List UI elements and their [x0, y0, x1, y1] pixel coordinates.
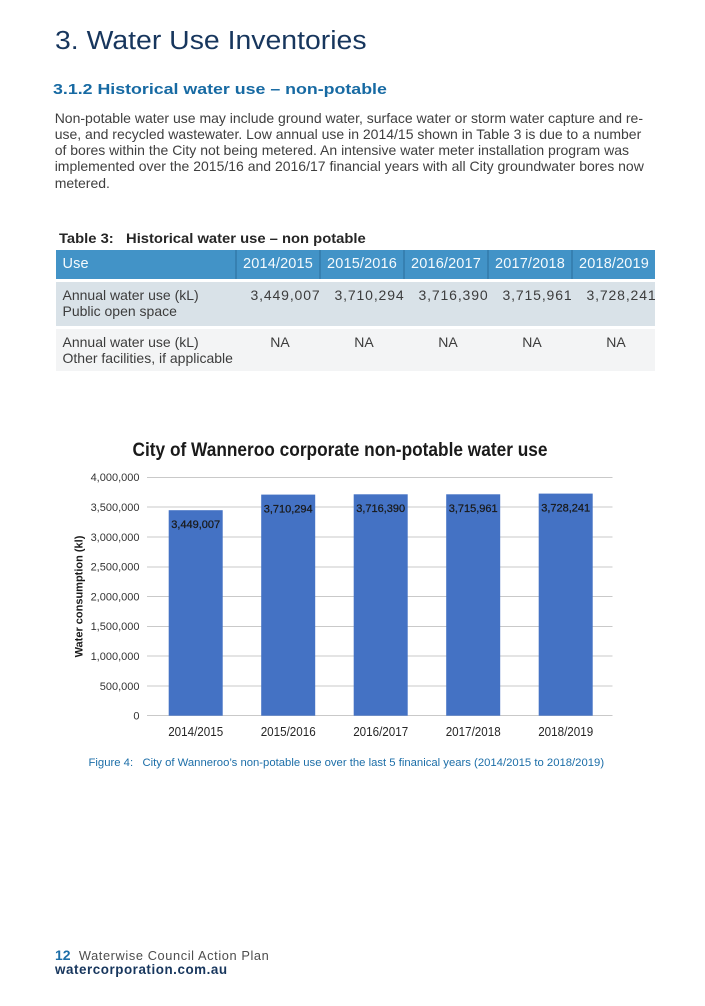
- svg-text:3,710,294: 3,710,294: [264, 503, 313, 515]
- svg-text:2,500,000: 2,500,000: [91, 562, 140, 574]
- svg-text:Water consumption (kl): Water consumption (kl): [74, 535, 86, 657]
- svg-text:3,716,390: 3,716,390: [356, 503, 405, 515]
- svg-text:3,715,961: 3,715,961: [449, 503, 498, 515]
- svg-text:1,000,000: 1,000,000: [91, 651, 140, 663]
- svg-text:4,000,000: 4,000,000: [91, 472, 140, 484]
- svg-text:0: 0: [133, 711, 139, 723]
- svg-text:3,449,007: 3,449,007: [171, 519, 220, 531]
- svg-text:500,000: 500,000: [100, 681, 140, 693]
- svg-text:3,500,000: 3,500,000: [91, 502, 140, 514]
- svg-text:1,500,000: 1,500,000: [91, 621, 140, 633]
- svg-text:2015/2016: 2015/2016: [261, 724, 316, 739]
- svg-text:City of Wanneroo corporate non: City of Wanneroo corporate non-potable w…: [133, 440, 548, 461]
- svg-text:2,000,000: 2,000,000: [91, 591, 140, 603]
- svg-text:2014/2015: 2014/2015: [168, 724, 223, 739]
- svg-text:2018/2019: 2018/2019: [538, 724, 593, 739]
- svg-text:2016/2017: 2016/2017: [353, 724, 408, 739]
- svg-text:3,000,000: 3,000,000: [91, 532, 140, 544]
- svg-text:2017/2018: 2017/2018: [446, 724, 501, 739]
- svg-text:3,728,241: 3,728,241: [541, 502, 590, 514]
